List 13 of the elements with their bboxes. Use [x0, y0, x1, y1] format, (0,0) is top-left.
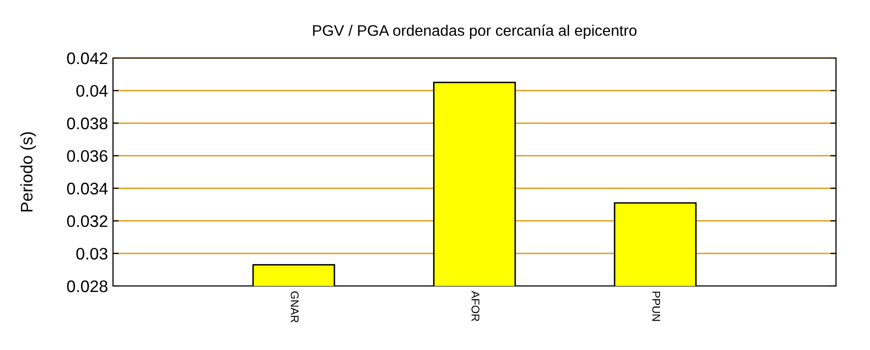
y-tick-label: 0.036 — [67, 150, 108, 162]
y-axis-title: Periodo (s) — [20, 132, 36, 212]
x-tick-label: GNAR — [290, 291, 299, 322]
chart-title: PGV / PGA ordenadas por cercanía al epicentro — [313, 24, 637, 39]
y-tick-label: 0.042 — [67, 52, 108, 64]
y-tick-label: 0.028 — [67, 280, 108, 292]
x-tick-label: PPUN — [652, 292, 660, 321]
y-tick-label: 0.04 — [76, 84, 108, 97]
y-tick-label: 0.038 — [67, 118, 108, 130]
x-tick-label: AFOR — [472, 290, 480, 322]
y-tick-label: 0.03 — [76, 248, 108, 260]
y-tick-label: 0.034 — [67, 182, 108, 194]
y-tick-label: 0.032 — [67, 215, 108, 228]
